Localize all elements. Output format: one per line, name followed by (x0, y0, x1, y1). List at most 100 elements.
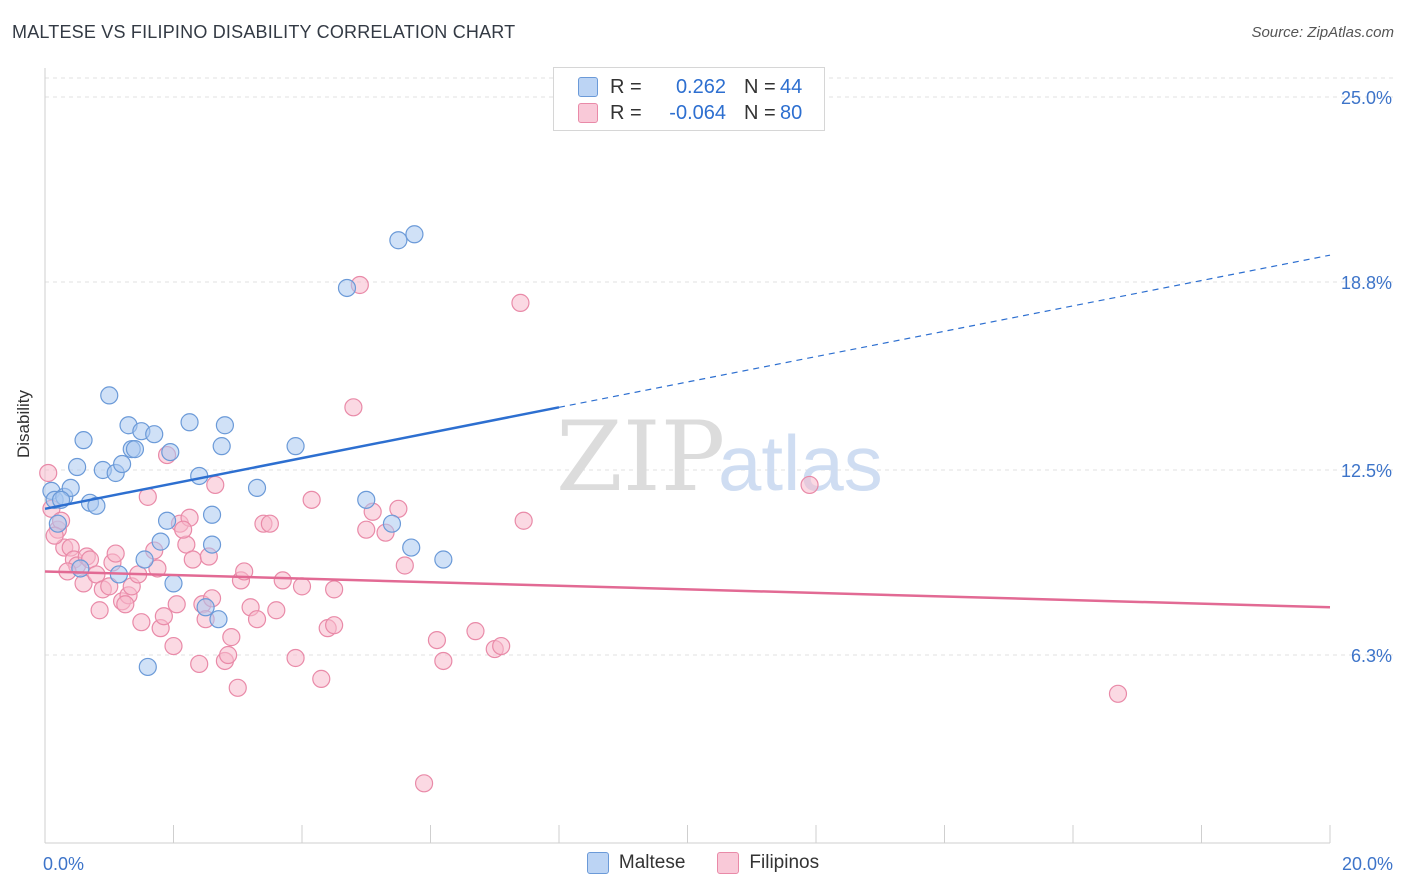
watermark: ZIP atlas (556, 401, 883, 513)
maltese-point (286, 437, 305, 456)
filipinos-points (39, 275, 1128, 793)
filipinos-point (247, 610, 267, 629)
filipinos-point (132, 613, 151, 632)
filipinos-point (219, 645, 238, 665)
filipinos-point (164, 636, 183, 656)
legend-label-maltese: Maltese (618, 852, 686, 873)
filipinos-trend-line (44, 570, 1331, 609)
filipinos-point (357, 520, 376, 539)
n-value: 44 (780, 75, 803, 98)
r-value: 0.262 (675, 75, 726, 98)
maltese-point (389, 231, 408, 250)
filipinos-point (434, 651, 453, 671)
filipinos-point (167, 595, 186, 614)
filipinos-point (325, 616, 344, 635)
source-label: Source: ZipAtlas.com (1251, 24, 1394, 41)
r-label: R = (610, 101, 642, 124)
n-label: N = (744, 101, 776, 124)
filipinos-point (100, 577, 119, 596)
maltese-point (125, 440, 145, 459)
x-tick-label-max: 20.0% (1342, 854, 1393, 874)
maltese-point (247, 478, 267, 498)
legend-label-filipinos: Filipinos (749, 852, 820, 873)
filipinos-point (206, 475, 225, 495)
watermark-zip: ZIP (556, 401, 725, 513)
filipinos-point (154, 607, 173, 626)
filipinos-point (514, 511, 533, 530)
maltese-point (434, 550, 453, 569)
chart-title: MALTESE VS FILIPINO DISABILITY CORRELATI… (12, 22, 516, 42)
filipinos-point (302, 490, 321, 509)
maltese-point (100, 386, 119, 405)
filipinos-point (800, 475, 819, 495)
filipinos-point (39, 463, 58, 483)
maltese-point (71, 559, 90, 578)
maltese-point (87, 496, 106, 515)
filipinos-point (90, 601, 109, 620)
x-tick-label-min: 0.0% (43, 854, 84, 874)
filipinos-point (267, 601, 286, 620)
filipinos-point (183, 550, 202, 569)
r-value: -0.064 (669, 101, 726, 124)
maltese-swatch (586, 852, 609, 874)
filipinos-point (427, 630, 447, 650)
watermark-atlas: atlas (718, 419, 883, 507)
maltese-point (157, 511, 177, 530)
y-tick-label: 18.8% (1341, 273, 1392, 293)
maltese-point (357, 490, 376, 509)
maltese-trend-extension (558, 254, 1331, 408)
maltese-point (382, 514, 402, 533)
maltese-point (145, 425, 164, 444)
trend-lines (44, 254, 1331, 609)
maltese-point (68, 457, 87, 477)
legend-row-filipinos: R = -0.064 N = 80 (578, 100, 802, 126)
filipinos-point (286, 648, 305, 668)
maltese-point (202, 535, 222, 554)
y-tick-label: 6.3% (1351, 646, 1392, 666)
series-legend: Maltese Filipinos (0, 852, 1406, 874)
maltese-point (180, 413, 199, 432)
n-value: 80 (780, 101, 803, 124)
maltese-point (138, 657, 157, 677)
filipinos-point (292, 577, 312, 596)
maltese-point (48, 514, 67, 533)
maltese-point (164, 574, 183, 593)
y-tick-label: 12.5% (1341, 461, 1392, 481)
filipinos-point (148, 559, 167, 578)
filipinos-point (312, 669, 331, 688)
filipinos-point (511, 293, 530, 312)
maltese-point (212, 437, 231, 456)
maltese-point (196, 598, 215, 617)
maltese-point (337, 278, 357, 298)
filipinos-point (344, 398, 363, 417)
maltese-point (209, 610, 228, 629)
filipinos-point (492, 636, 511, 656)
legend-item-maltese[interactable]: Maltese (586, 852, 686, 874)
filipinos-point (190, 654, 209, 674)
filipinos-point (174, 520, 193, 539)
maltese-point (402, 538, 421, 557)
filipinos-point (466, 622, 485, 641)
axes (44, 68, 1331, 844)
maltese-point (135, 550, 154, 569)
filipinos-point (1108, 684, 1128, 703)
maltese-swatch (578, 77, 598, 97)
tick-labels: 6.3% 12.5% 18.8% 25.0% 0.0% 20.0% (43, 88, 1393, 874)
r-label: R = (610, 75, 642, 98)
maltese-point (151, 532, 170, 551)
legend-item-filipinos[interactable]: Filipinos (717, 852, 819, 874)
maltese-point (61, 478, 80, 498)
filipinos-swatch (578, 103, 598, 123)
maltese-point (112, 454, 132, 474)
filipinos-point (222, 628, 241, 647)
filipinos-point (260, 514, 279, 533)
correlation-legend: R = 0.262 N = 44 R = -0.064 N = 80 (553, 67, 825, 131)
filipinos-point (228, 678, 247, 697)
filipinos-swatch (717, 852, 740, 874)
maltese-point (215, 416, 234, 435)
legend-row-maltese: R = 0.262 N = 44 (578, 74, 802, 100)
filipinos-point (395, 556, 414, 575)
filipinos-point (414, 774, 434, 793)
filipinos-point (273, 571, 292, 590)
